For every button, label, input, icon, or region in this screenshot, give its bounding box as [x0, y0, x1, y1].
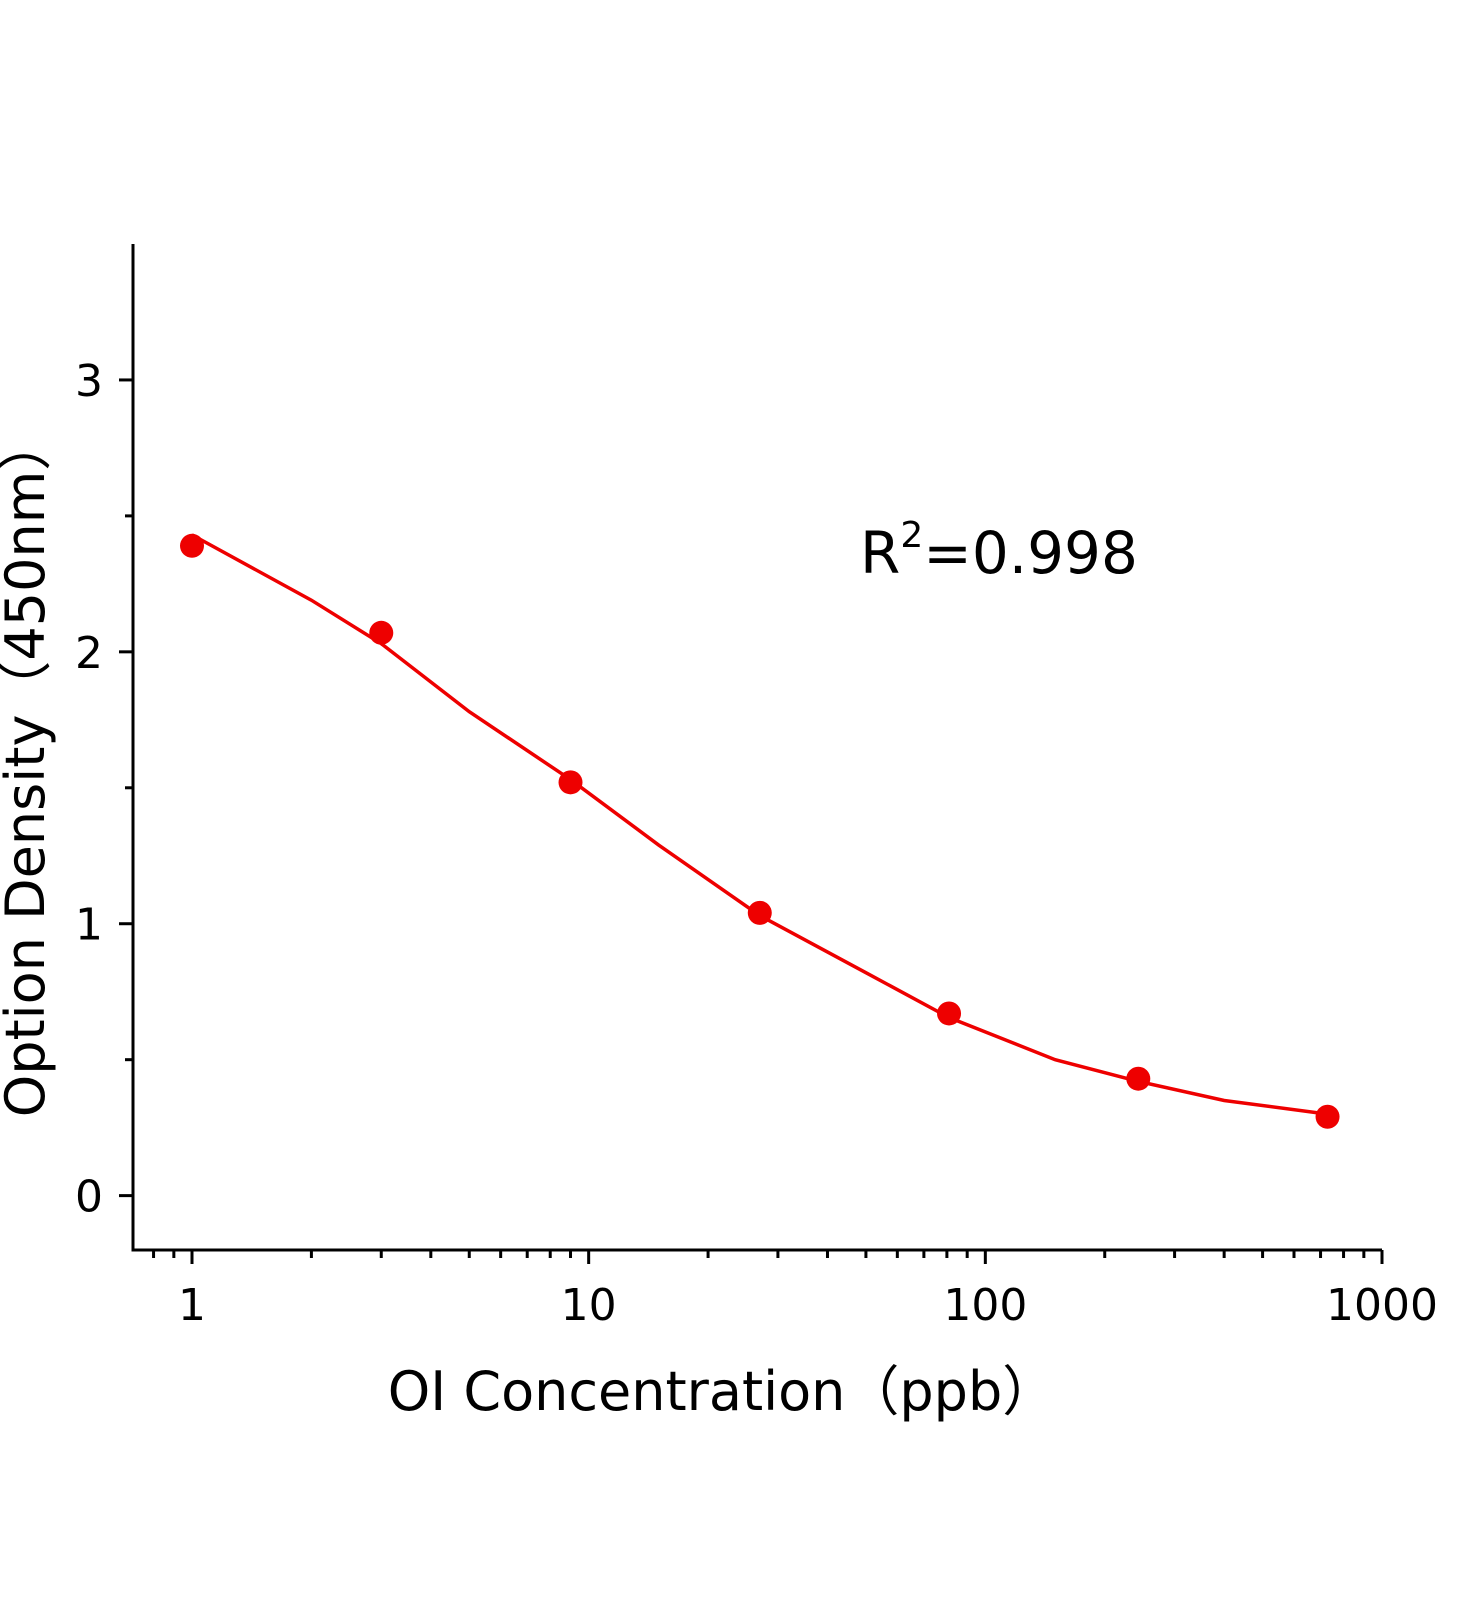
- data-point: [180, 533, 205, 558]
- y-tick-label: 3: [75, 356, 103, 407]
- annotation-text: R: [860, 519, 900, 587]
- fit-curve: [191, 533, 1328, 1116]
- y-axis-title: Option Density（450nm）: [0, 417, 57, 1118]
- y-tick-label: 1: [75, 900, 103, 951]
- x-tick-label: 1000: [1326, 1280, 1438, 1331]
- annotation: R2=0.998: [860, 515, 1138, 587]
- x-tick-label: 100: [943, 1280, 1027, 1331]
- y-tick-label: 0: [75, 1172, 103, 1223]
- annotation-sup: 2: [900, 515, 923, 556]
- data-point: [369, 620, 394, 645]
- x-tick-label: 1: [178, 1280, 206, 1331]
- y-tick-label: 2: [75, 628, 103, 679]
- annotation-text: =0.998: [923, 519, 1138, 587]
- data-point: [937, 1001, 962, 1026]
- x-axis-title: OI Concentration（ppb）: [388, 1360, 1056, 1423]
- x-tick-label: 10: [561, 1280, 617, 1331]
- data-point: [1315, 1104, 1340, 1129]
- data-point: [1126, 1066, 1151, 1091]
- data-point: [747, 900, 772, 925]
- data-point: [558, 770, 583, 795]
